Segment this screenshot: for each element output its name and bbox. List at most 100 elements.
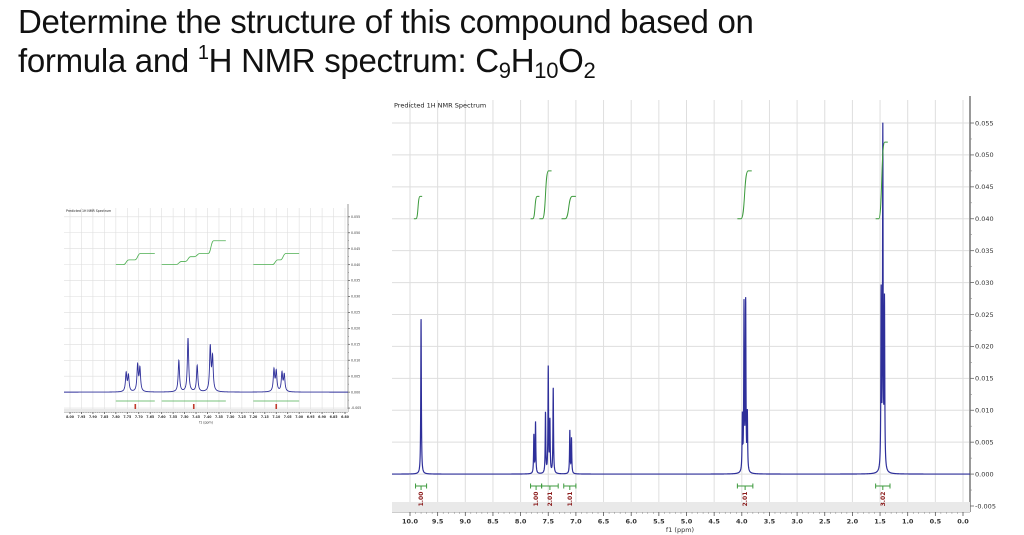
x-tick-label: 0.5 xyxy=(930,518,942,526)
y-tick-label: 0.010 xyxy=(351,358,360,362)
integral-value: 1.00 xyxy=(533,492,540,507)
x-tick-label: 7.85 xyxy=(100,415,108,419)
x-tick-label: 7.25 xyxy=(238,415,246,419)
y-tick-label: 0.035 xyxy=(351,279,360,283)
title-line-2: formula and 1H NMR spectrum: C9H10O2 xyxy=(18,42,596,83)
y-tick-label: 0.040 xyxy=(975,215,994,223)
x-tick-label: 7.20 xyxy=(249,415,258,419)
integral-curve xyxy=(530,195,540,220)
x-tick-label: 7.80 xyxy=(112,415,121,419)
spectrum-title: Predicted 1H NMR Spectrum xyxy=(66,209,111,213)
y-tick-label: 0.000 xyxy=(975,470,994,478)
y-tick-label: 0.035 xyxy=(975,247,994,255)
x-tick-label: 10.0 xyxy=(402,518,419,526)
y-tick-label: 0.050 xyxy=(975,151,994,159)
y-tick-label: 0.045 xyxy=(351,247,360,251)
x-tick-label: 7.40 xyxy=(204,415,213,419)
x-tick-label: 0.0 xyxy=(957,518,969,526)
inset-spectrum: Predicted 1H NMR Spectrum 0.055 0.050 0.045… xyxy=(64,204,361,424)
x-tick-label: 5.0 xyxy=(681,518,693,526)
x-tick-label: 9.5 xyxy=(432,518,444,526)
x-tick-label: 8.0 xyxy=(515,518,527,526)
y-tick-label: 0.015 xyxy=(975,375,994,383)
x-axis-band xyxy=(392,502,970,512)
x-tick-label: 7.75 xyxy=(123,415,131,419)
x-tick-label: 2.0 xyxy=(847,518,859,526)
y-tick-label: 0.030 xyxy=(351,295,360,299)
y-tick-label: 0.040 xyxy=(351,263,360,267)
spectrum-title: Predicted 1H NMR Spectrum xyxy=(394,102,486,110)
x-tick-label: 7.55 xyxy=(169,415,177,419)
integral-value-marker xyxy=(275,404,278,409)
x-tick-label: 5.5 xyxy=(653,518,665,526)
y-tick-label: 0.010 xyxy=(975,407,994,415)
x-tick-label: 7.0 xyxy=(570,518,582,526)
x-tick-label: 8.5 xyxy=(487,518,499,526)
x-tick-label: 7.65 xyxy=(146,415,154,419)
integral-value: 1.00 xyxy=(418,492,425,507)
y-tick-label: -0.005 xyxy=(351,406,361,410)
integral-value: 2.01 xyxy=(742,492,749,507)
integral-value: 1.01 xyxy=(567,492,574,507)
x-tick-label: 9.0 xyxy=(460,518,472,526)
x-tick-label: 7.50 xyxy=(181,415,190,419)
x-tick-label: 1.5 xyxy=(874,518,886,526)
x-tick-label: 1.0 xyxy=(902,518,914,526)
y-tick-label: 0.000 xyxy=(351,390,360,394)
y-tick-label: 0.055 xyxy=(351,215,360,219)
integral-curve xyxy=(115,253,155,266)
spectrum-trace xyxy=(64,337,348,393)
x-tick-label: 7.60 xyxy=(158,415,167,419)
integral-value-marker xyxy=(192,404,195,409)
y-tick-label: 0.030 xyxy=(975,279,994,287)
y-tick-label: 0.025 xyxy=(351,311,360,315)
y-tick-label: 0.050 xyxy=(351,231,360,235)
x-axis-band xyxy=(64,409,348,412)
x-tick-label: 7.10 xyxy=(272,415,281,419)
integral-value-marker xyxy=(134,404,137,409)
x-tick-label: 4.5 xyxy=(708,518,720,526)
x-tick-label: 8.00 xyxy=(66,415,75,419)
x-tick-label: 7.45 xyxy=(192,415,200,419)
x-tick-label: 7.30 xyxy=(226,415,235,419)
y-tick-label: 0.005 xyxy=(975,438,994,446)
y-tick-label: 0.055 xyxy=(975,119,994,127)
y-tick-label: -0.005 xyxy=(975,502,996,510)
y-tick-label: 0.045 xyxy=(975,183,994,191)
x-tick-label: 7.15 xyxy=(261,415,269,419)
integral-curve xyxy=(737,170,752,220)
integral-curve xyxy=(539,170,552,220)
x-axis-label: f1 (ppm) xyxy=(666,526,694,534)
integral-curve xyxy=(161,240,226,266)
y-tick-label: 0.005 xyxy=(351,374,360,378)
x-tick-label: 7.35 xyxy=(215,415,223,419)
x-tick-label: 6.0 xyxy=(625,518,637,526)
y-tick-label: 0.020 xyxy=(351,327,360,331)
main-spectrum: Predicted 1H NMR Spectrum 0.055 0.050 0.045… xyxy=(392,96,996,534)
x-tick-label: 3.5 xyxy=(764,518,776,526)
y-tick-label: 0.025 xyxy=(975,311,994,319)
integral-curve xyxy=(561,195,576,220)
x-tick-label: 7.5 xyxy=(542,518,554,526)
x-tick-label: 7.95 xyxy=(78,415,86,419)
x-tick-label: 6.85 xyxy=(330,415,338,419)
integral-curve xyxy=(253,253,300,266)
x-tick-label: 2.5 xyxy=(819,518,831,526)
title-line-1: Determine the structure of this compound… xyxy=(18,3,754,40)
slide-title: Determine the structure of this compound… xyxy=(18,2,754,83)
x-tick-label: 7.00 xyxy=(295,415,304,419)
x-tick-label: 4.0 xyxy=(736,518,748,526)
x-tick-label: 6.90 xyxy=(318,415,327,419)
x-tick-label: 6.80 xyxy=(341,415,350,419)
x-axis-label: f1 (ppm) xyxy=(199,420,213,424)
x-tick-label: 7.05 xyxy=(284,415,292,419)
spectrum-trace xyxy=(392,122,970,475)
y-tick-label: 0.020 xyxy=(975,343,994,351)
x-tick-label: 7.70 xyxy=(135,415,144,419)
x-tick-label: 6.5 xyxy=(598,518,610,526)
x-tick-label: 3.0 xyxy=(791,518,803,526)
integral-curve xyxy=(413,195,423,220)
integral-value: 2.01 xyxy=(547,492,554,507)
integral-value: 3.02 xyxy=(880,492,887,507)
